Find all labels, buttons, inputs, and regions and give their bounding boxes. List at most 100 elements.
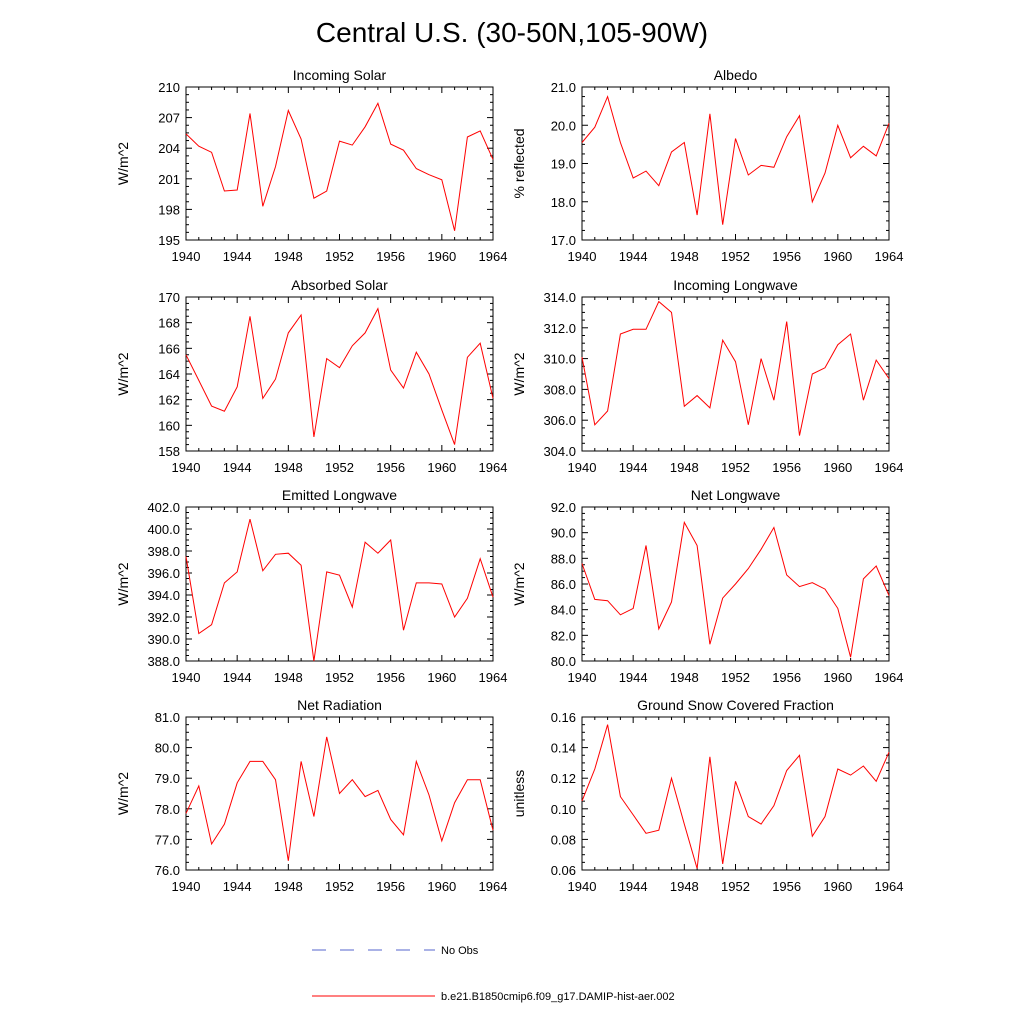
x-tick-label: 1952 [325, 879, 354, 894]
y-tick-label: 80.0 [155, 741, 180, 756]
panel-title: Incoming Longwave [673, 277, 798, 293]
x-tick-label: 1960 [823, 249, 852, 264]
x-tick-label: 1960 [427, 879, 456, 894]
y-tick-label: 204 [158, 141, 180, 156]
x-tick-label: 1940 [172, 249, 201, 264]
panel-title: Net Radiation [297, 697, 382, 713]
y-tick-label: 0.12 [551, 771, 576, 786]
legend: No Obs b.e21.B1850cmip6.f09_g17.DAMIP-hi… [312, 945, 675, 1003]
panel-4: Incoming Longwave W/m^2 1940 1944 1948 1952 19… [511, 277, 903, 475]
y-axis-label: W/m^2 [115, 352, 131, 395]
x-tick-label: 1940 [568, 670, 597, 685]
y-tick-label: 388.0 [147, 654, 180, 669]
x-tick-label: 1956 [772, 879, 801, 894]
x-tick-label: 1952 [721, 249, 750, 264]
y-tick-label: 92.0 [551, 500, 576, 515]
x-tick-label: 1956 [376, 879, 405, 894]
panel-1: Incoming Solar W/m^2 1940 1944 1948 1952 1956 1… [115, 67, 507, 264]
x-tick-label: 1960 [427, 249, 456, 264]
x-tick-label: 1964 [479, 879, 508, 894]
x-tick-label: 1940 [568, 460, 597, 475]
panel-2: Albedo % reflected 1940 1944 1948 1952 1956 196… [511, 67, 903, 264]
y-tick-label: 19.0 [551, 157, 576, 172]
x-tick-label: 1964 [875, 249, 904, 264]
y-tick-label: 90.0 [551, 526, 576, 541]
y-tick-label: 392.0 [147, 610, 180, 625]
x-tick-label: 1944 [619, 460, 648, 475]
x-tick-label: 1948 [670, 670, 699, 685]
y-tick-label: 398.0 [147, 544, 180, 559]
y-tick-label: 77.0 [155, 832, 180, 847]
y-tick-label: 86.0 [551, 577, 576, 592]
x-tick-label: 1944 [223, 460, 252, 475]
y-axis-label: % reflected [511, 128, 527, 198]
panels: Incoming Solar W/m^2 1940 1944 1948 1952 1956 1… [115, 67, 903, 894]
x-tick-label: 1952 [325, 249, 354, 264]
x-tick-label: 1956 [376, 670, 405, 685]
y-tick-label: 402.0 [147, 500, 180, 515]
x-tick-label: 1944 [619, 879, 648, 894]
y-tick-label: 0.08 [551, 832, 576, 847]
y-tick-label: 0.06 [551, 863, 576, 878]
x-tick-label: 1956 [772, 249, 801, 264]
y-axis-label: W/m^2 [511, 352, 527, 395]
x-tick-label: 1948 [274, 879, 303, 894]
legend-label-model: b.e21.B1850cmip6.f09_g17.DAMIP-hist-aer.… [441, 991, 675, 1003]
x-tick-label: 1940 [568, 249, 597, 264]
y-tick-label: 80.0 [551, 654, 576, 669]
y-axis-label: W/m^2 [115, 772, 131, 815]
x-tick-label: 1944 [223, 670, 252, 685]
x-tick-label: 1940 [568, 879, 597, 894]
x-tick-label: 1940 [172, 670, 201, 685]
y-tick-label: 20.0 [551, 118, 576, 133]
x-tick-label: 1948 [670, 879, 699, 894]
y-tick-label: 310.0 [543, 352, 576, 367]
x-tick-label: 1944 [619, 670, 648, 685]
y-tick-label: 81.0 [155, 710, 180, 725]
x-tick-label: 1940 [172, 879, 201, 894]
x-tick-label: 1964 [875, 879, 904, 894]
series-line [185, 307, 494, 445]
y-tick-label: 76.0 [155, 863, 180, 878]
y-tick-label: 17.0 [551, 233, 576, 248]
plot-frame [185, 86, 494, 241]
series-line [185, 518, 494, 662]
y-tick-label: 168 [158, 316, 180, 331]
plot-frame [581, 296, 890, 452]
y-tick-label: 210 [158, 80, 180, 95]
x-tick-label: 1956 [772, 460, 801, 475]
x-tick-label: 1948 [274, 460, 303, 475]
x-tick-label: 1940 [172, 460, 201, 475]
x-tick-label: 1948 [670, 249, 699, 264]
y-tick-label: 390.0 [147, 632, 180, 647]
y-tick-label: 400.0 [147, 522, 180, 537]
y-tick-label: 84.0 [551, 603, 576, 618]
y-axis-label: unitless [511, 770, 527, 817]
y-tick-label: 201 [158, 172, 180, 187]
y-axis-label: W/m^2 [115, 562, 131, 605]
panel-6: Net Longwave W/m^2 1940 1944 1948 1952 1956 196… [511, 487, 903, 685]
panel-title: Absorbed Solar [291, 277, 388, 293]
y-tick-label: 394.0 [147, 588, 180, 603]
x-tick-label: 1952 [721, 879, 750, 894]
panel-title: Net Longwave [691, 487, 781, 503]
y-axis-label: W/m^2 [511, 562, 527, 605]
series-line [185, 736, 494, 861]
y-tick-label: 306.0 [543, 413, 576, 428]
panel-title: Ground Snow Covered Fraction [637, 697, 834, 713]
y-tick-label: 160 [158, 418, 180, 433]
y-tick-label: 78.0 [155, 802, 180, 817]
x-tick-label: 1952 [325, 670, 354, 685]
series-line [185, 102, 494, 231]
panel-3: Absorbed Solar W/m^2 1940 1944 1948 1952 1956 1… [115, 277, 507, 475]
x-tick-label: 1960 [427, 670, 456, 685]
x-tick-label: 1944 [619, 249, 648, 264]
panel-5: Emitted Longwave W/m^2 1940 1944 1948 1952 195… [115, 487, 507, 685]
y-tick-label: 162 [158, 393, 180, 408]
panel-8: Ground Snow Covered Fraction unitless 1940… [511, 697, 903, 894]
series-line [581, 724, 890, 869]
y-tick-label: 304.0 [543, 444, 576, 459]
figure-title: Central U.S. (30-50N,105-90W) [316, 17, 708, 48]
y-tick-label: 88.0 [551, 551, 576, 566]
